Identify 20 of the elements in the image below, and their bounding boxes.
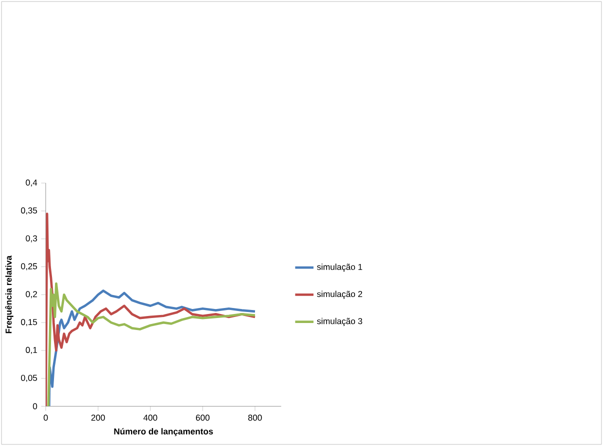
y-tick-label: 0,15 (21, 319, 38, 326)
y-tick-label: 0,25 (21, 263, 38, 270)
y-tick-label: 0,3 (26, 235, 38, 242)
y-tick-label: 0,1 (26, 346, 37, 354)
y-axis-title: Frequência relativa (5, 256, 14, 334)
x-tick-label: 600 (196, 414, 210, 421)
line-series (46, 212, 256, 406)
legend-label: simulação 3 (317, 318, 362, 326)
legend-label: simulação 1 (317, 264, 362, 272)
x-tick-label: 800 (248, 414, 262, 421)
y-tick-label: 0,35 (21, 207, 38, 215)
legend-label: simulação 2 (317, 290, 362, 299)
x-tick-label: 200 (91, 414, 105, 421)
x-axis-title: Número de lançamentos (114, 428, 213, 436)
y-tick-label: 0,4 (26, 180, 38, 187)
y-tick-label: 0 (32, 403, 38, 410)
x-tick-label: 400 (143, 414, 158, 421)
x-tick-label: 0 (44, 414, 48, 421)
y-tick-label: 0,2 (26, 291, 37, 298)
y-tick-label: 0,05 (21, 374, 38, 382)
